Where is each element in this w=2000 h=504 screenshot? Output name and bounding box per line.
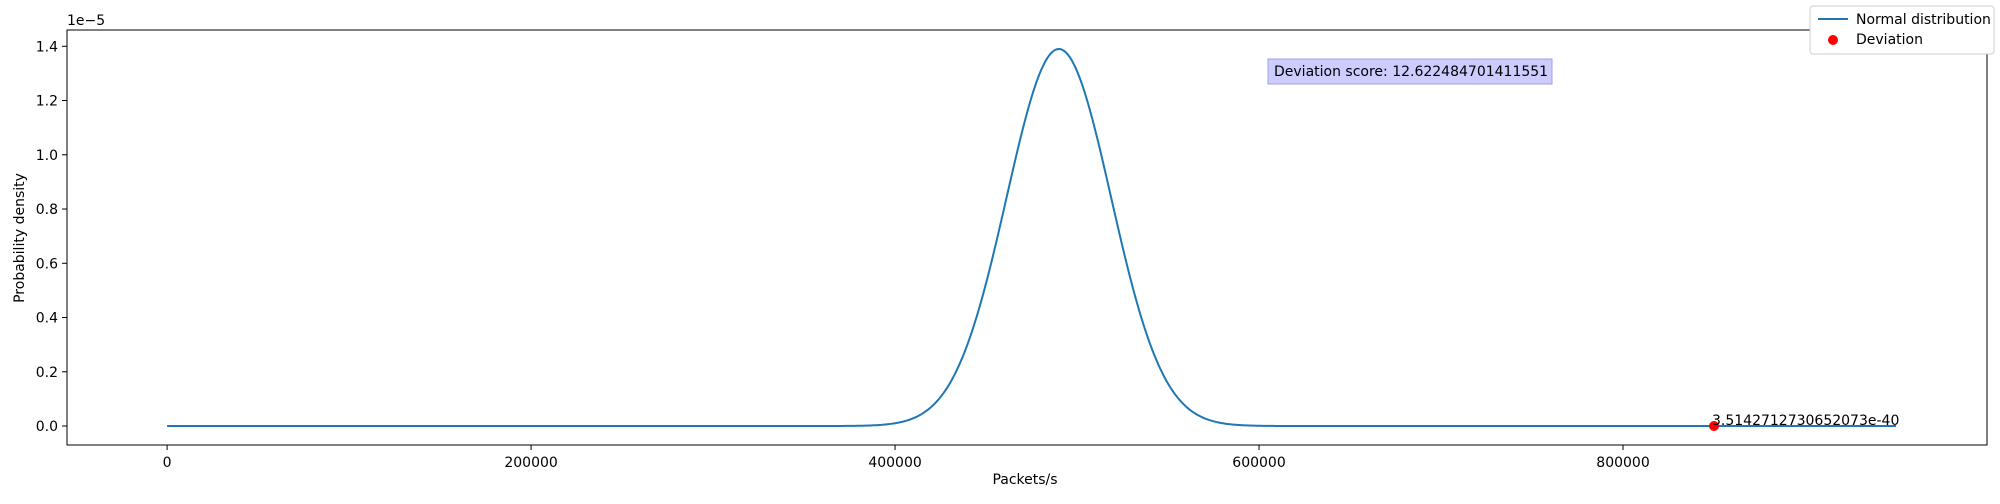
deviation-score-annotation: Deviation score: 12.622484701411551 <box>1267 58 1553 85</box>
legend: Normal distribution Deviation <box>1809 5 1995 55</box>
x-tick-label-1: 200000 <box>504 455 557 471</box>
annotation-box <box>1267 58 1553 85</box>
deviation-point-0 <box>1709 421 1720 432</box>
legend-label-normal: Normal distribution <box>1856 12 1991 28</box>
x-tick-label-3: 600000 <box>1232 455 1285 471</box>
legend-frame <box>1809 5 1995 55</box>
plot-frame <box>66 29 1988 446</box>
deviation-point-label-0: 3.5142712730652073e-40 <box>1712 413 1899 429</box>
x-axis-label: Packets/s <box>992 472 1057 488</box>
annotation-text: Deviation score: 12.622484701411551 <box>1274 64 1548 80</box>
legend-dot-swatch <box>1828 35 1838 45</box>
y-tick-label-4: 0.8 <box>36 202 58 218</box>
y-offset-label: 1e−5 <box>67 13 105 29</box>
x-tick-label-0: 0 <box>163 455 172 471</box>
x-tick-label-2: 400000 <box>868 455 921 471</box>
y-tick-label-1: 0.2 <box>36 365 58 381</box>
y-tick-label-5: 1.0 <box>36 148 58 164</box>
legend-label-deviation: Deviation <box>1856 32 1923 48</box>
normal-distribution-line <box>167 47 1896 428</box>
y-tick-label-7: 1.4 <box>36 39 58 55</box>
y-tick-label-0: 0.0 <box>36 419 58 435</box>
x-axis-ticks: 0 200000 400000 600000 800000 <box>163 445 1650 471</box>
y-tick-label-3: 0.6 <box>36 256 58 272</box>
y-axis-ticks: 0.0 0.2 0.4 0.6 0.8 1.0 1.2 1.4 <box>36 39 67 435</box>
series-layer: 3.5142712730652073e-40 <box>167 47 1899 432</box>
x-tick-label-4: 800000 <box>1596 455 1649 471</box>
y-axis-label: Probability density <box>12 173 28 303</box>
y-tick-label-2: 0.4 <box>36 311 58 327</box>
y-tick-label-6: 1.2 <box>36 94 58 110</box>
